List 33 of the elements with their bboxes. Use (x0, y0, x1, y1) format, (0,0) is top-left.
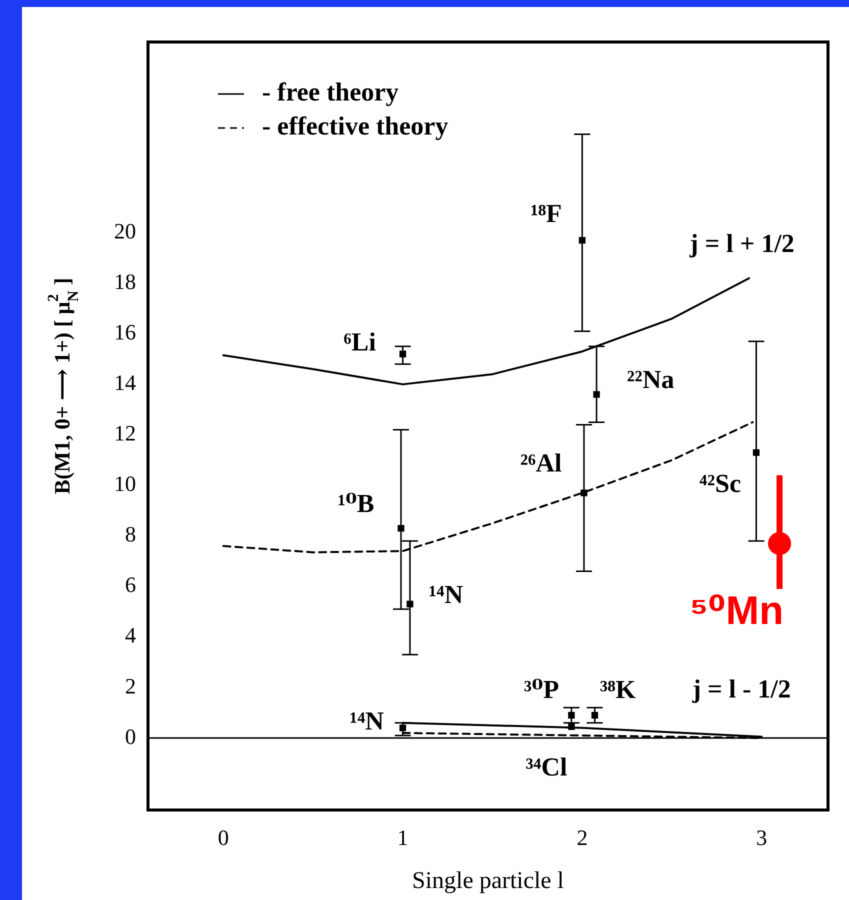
annotation: j = l - 1/2 (691, 674, 791, 704)
y-tick-label: 12 (114, 420, 136, 446)
x-axis-title: Single particle l (412, 868, 564, 894)
legend-label: - free theory (262, 78, 399, 107)
series-label: ⁵⁰Mn (689, 588, 784, 633)
y-tick-label: 18 (114, 269, 136, 294)
x-tick-label: 0 (218, 824, 229, 850)
legend-label: - effective theory (262, 112, 448, 141)
annotation: ¹⁴N (350, 706, 384, 736)
y-tick-label: 2 (125, 673, 136, 698)
annotation: ¹⁰B (338, 489, 374, 518)
annotation: ¹⁸F (530, 199, 562, 228)
annotation: ³⁴Cl (526, 752, 568, 782)
y-tick-label: 10 (114, 471, 136, 496)
y-tick-label: 14 (114, 370, 136, 396)
y-tick-label: 20 (114, 218, 136, 244)
annotation: ³⁰P (524, 674, 560, 704)
x-tick-label: 1 (397, 824, 408, 850)
y-tick-label: 4 (125, 622, 136, 648)
annotation: ⁴²Sc (699, 469, 742, 498)
y-tick-label: 8 (125, 522, 136, 547)
x-tick-label: 2 (576, 824, 588, 850)
y-tick-label: 6 (125, 572, 136, 598)
annotation: ⁶Li (344, 328, 376, 357)
annotation: ²⁶Al (520, 448, 562, 478)
annotation: ³⁸K (600, 674, 636, 704)
annotation: j = l + 1/2 (688, 228, 794, 258)
annotation: ²²Na (626, 365, 674, 394)
y-tick-label: 0 (125, 724, 136, 749)
x-tick-label: 3 (756, 824, 768, 850)
y-axis-title: B(M1, 0+ ⟶ 1+) [ μN2 ] (45, 278, 82, 494)
y-tick-label: 16 (114, 320, 136, 345)
annotation: ¹⁴N (428, 580, 464, 609)
